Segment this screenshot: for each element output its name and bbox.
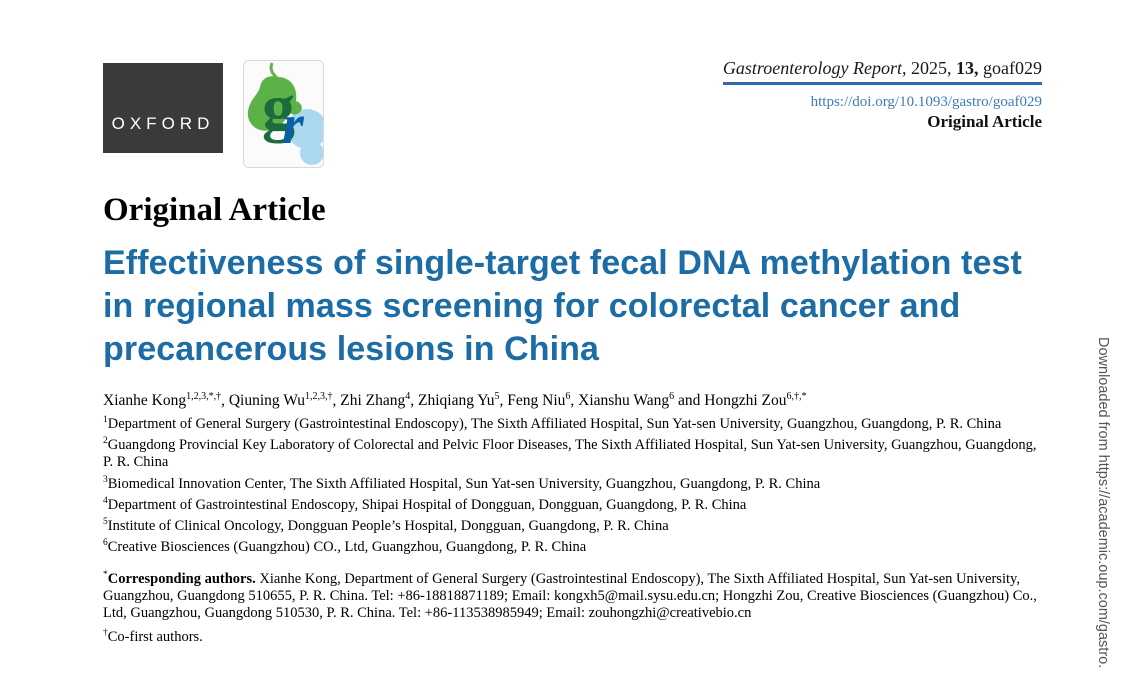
svg-text:r: r [282, 94, 305, 156]
